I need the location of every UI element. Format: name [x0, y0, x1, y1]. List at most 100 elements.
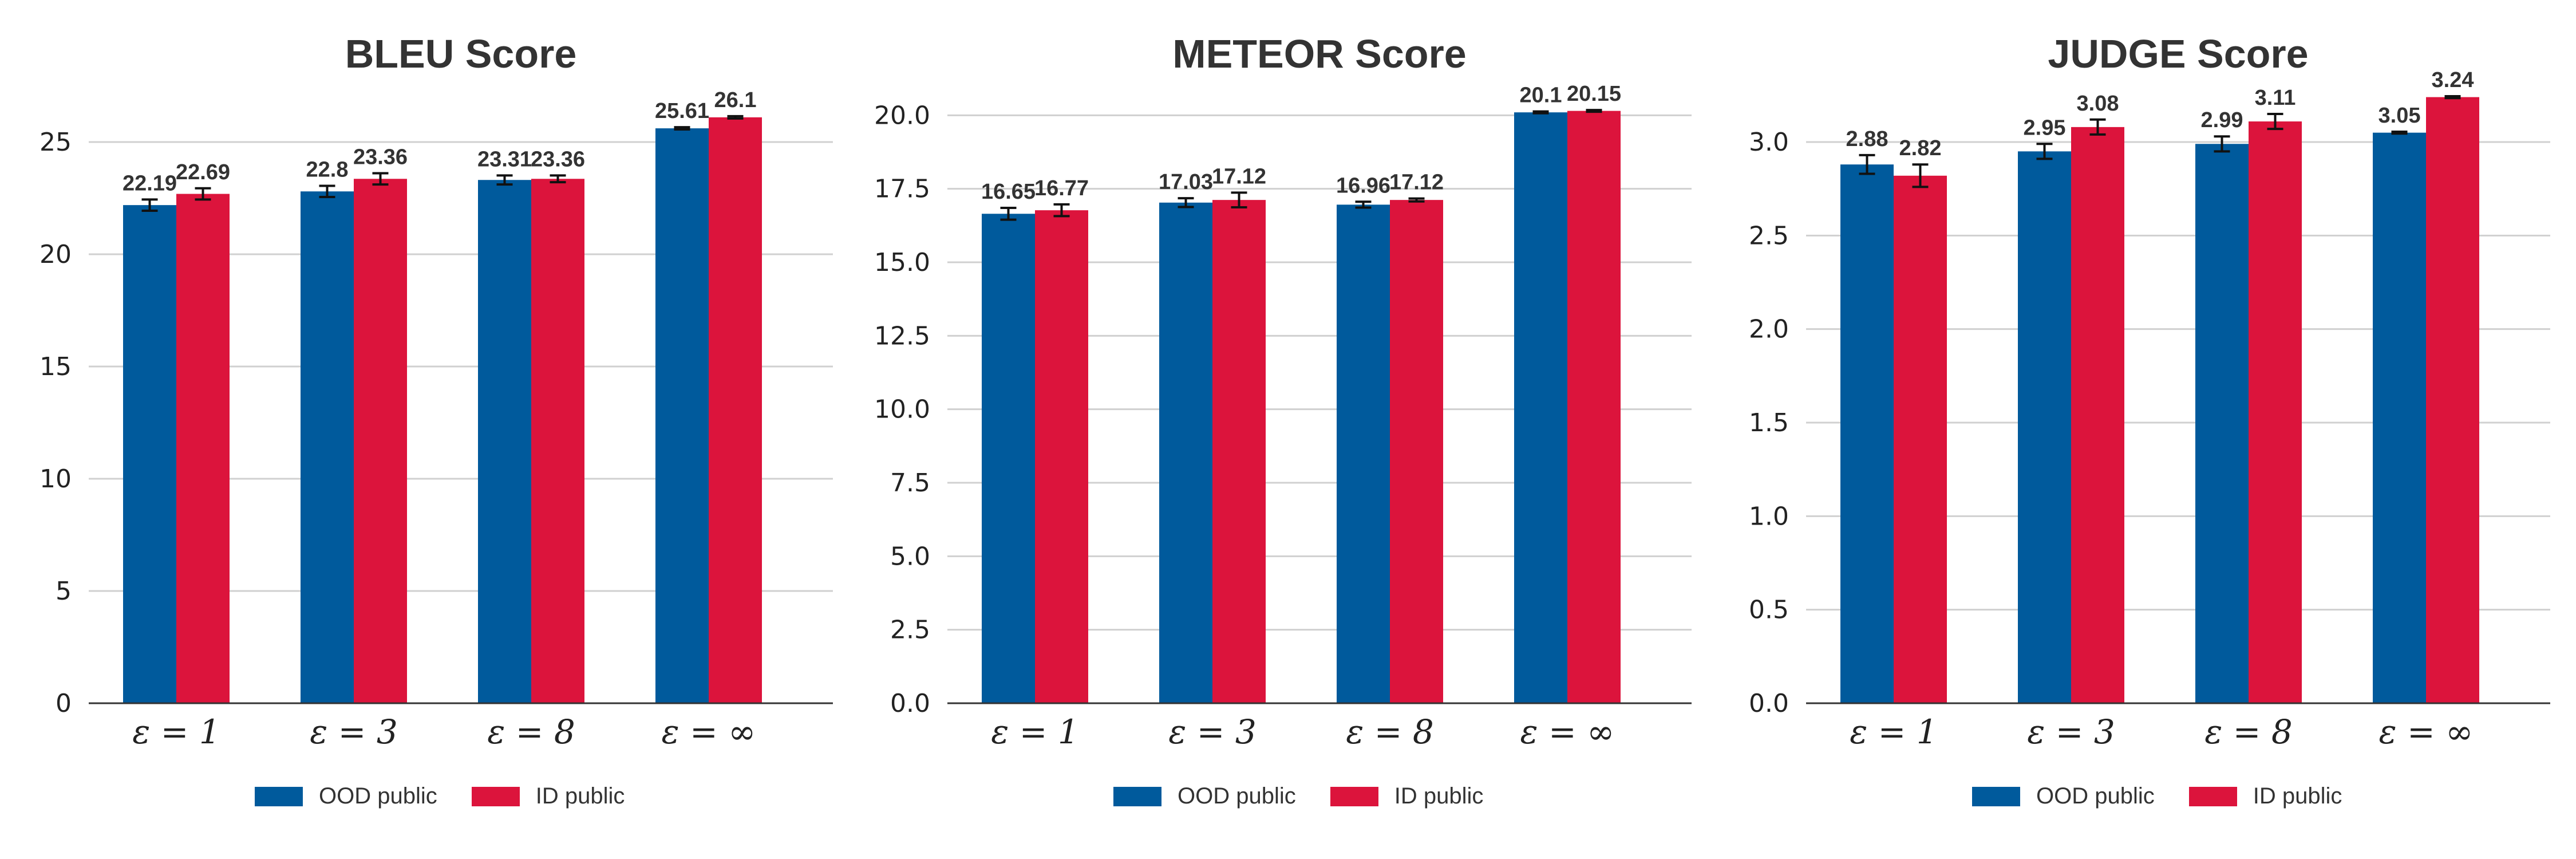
judge-chart: JUDGE Score 0.0 0.5 1.0 1.5 2.0 2.5 3.0 2.88 2.82… [1749, 31, 2550, 751]
y-tick-label: 17.5 [874, 175, 930, 204]
y-tick-label: 0.0 [1749, 689, 1789, 718]
bar-ood [2195, 144, 2249, 703]
legend-swatch-ood [1972, 786, 2020, 806]
y-tick-label: 2.5 [890, 616, 930, 645]
x-tick-label: ε = 8 [487, 712, 575, 751]
bar-id [354, 179, 407, 704]
legend-swatch-id [1330, 786, 1378, 806]
judge-legend: OOD public ID public [1972, 783, 2342, 809]
x-tick-label: ε = 8 [2204, 712, 2293, 751]
legend-item-id: ID public [2188, 783, 2342, 809]
x-tick-label: ε = 1 [1850, 712, 1938, 751]
bar-id [709, 117, 762, 703]
x-tick-label: ε = 3 [2027, 712, 2115, 751]
y-tick-label: 15 [39, 352, 72, 381]
bar-ood [478, 180, 531, 703]
x-tick-label: ε = 3 [1168, 712, 1257, 751]
judge-chart-title: JUDGE Score [2048, 31, 2308, 76]
legend-label-id: ID public [535, 783, 625, 809]
bar-ood [982, 214, 1035, 703]
data-label: 23.36 [531, 147, 585, 171]
bar-id [1212, 200, 1266, 703]
data-label: 22.69 [176, 160, 230, 184]
data-label: 25.61 [655, 99, 709, 123]
data-label: 17.12 [1212, 164, 1266, 188]
x-tick-label: ε = ∞ [662, 712, 756, 751]
bleu-chart-panel: BLEU Score 0 5 10 15 20 25 22.19 22.69 ε = 1 22.8 2… [0, 0, 859, 859]
data-label: 22.19 [123, 171, 177, 195]
y-tick-label: 20.0 [874, 101, 930, 130]
bar-ood [1840, 164, 1894, 703]
legend-label-ood: OOD public [1178, 783, 1296, 809]
bar-id [2071, 127, 2124, 703]
data-label: 3.24 [2432, 68, 2474, 92]
bar-ood [123, 205, 176, 704]
meteor-chart-panel: METEOR Score 0.0 2.5 5.0 7.5 10.0 12.5 15.0 17.5… [859, 0, 1717, 859]
data-label: 22.8 [306, 157, 349, 182]
meteor-legend: OOD public ID public [1113, 783, 1483, 809]
data-label: 23.36 [353, 145, 408, 169]
legend-item-ood: OOD public [1113, 783, 1296, 809]
x-tick-label: ε = ∞ [2379, 712, 2474, 751]
data-label: 16.77 [1034, 176, 1089, 200]
bar-id [531, 179, 584, 704]
data-label: 17.12 [1389, 171, 1444, 195]
data-label: 16.65 [981, 180, 1036, 204]
bar-ood [2018, 151, 2071, 703]
legend-label-id: ID public [2253, 783, 2342, 809]
data-label: 3.05 [2379, 104, 2421, 128]
legend-swatch-id [471, 786, 520, 806]
data-label: 26.1 [714, 88, 757, 112]
legend-item-ood: OOD public [1972, 783, 2155, 809]
bar-ood [301, 191, 354, 703]
data-label: 20.1 [1520, 84, 1562, 108]
legend-item-ood: OOD public [255, 783, 437, 809]
data-label: 16.96 [1336, 174, 1390, 198]
y-tick-label: 25 [39, 128, 72, 157]
y-tick-label: 1.0 [1749, 502, 1789, 531]
bar-ood [2373, 132, 2426, 703]
data-label: 3.08 [2077, 92, 2119, 116]
y-tick-label: 15.0 [874, 248, 930, 277]
y-tick-label: 10 [39, 464, 72, 494]
bar-id [2426, 97, 2479, 704]
bar-ood [1159, 202, 1212, 703]
y-tick-label: 5 [56, 577, 72, 606]
data-label: 2.88 [1846, 127, 1888, 151]
data-label: 17.03 [1159, 170, 1213, 194]
y-tick-label: 0.0 [890, 689, 930, 718]
bleu-legend: OOD public ID public [255, 783, 625, 809]
meteor-chart-title: METEOR Score [1172, 31, 1466, 76]
x-tick-label: ε = 1 [132, 712, 220, 751]
y-tick-label: 10.0 [874, 395, 930, 424]
legend-label-ood: OOD public [2036, 783, 2155, 809]
legend-swatch-ood [1113, 786, 1161, 806]
x-tick-label: ε = ∞ [1520, 712, 1615, 751]
bar-id [1567, 111, 1621, 704]
y-tick-label: 2.0 [1749, 315, 1789, 344]
bar-id [1390, 200, 1443, 703]
bar-ood [1337, 204, 1390, 703]
data-label: 2.99 [2201, 108, 2243, 132]
bleu-chart-title: BLEU Score [345, 31, 577, 76]
data-label: 23.31 [477, 147, 532, 171]
x-tick-label: ε = 8 [1346, 712, 1434, 751]
data-label: 2.82 [1899, 136, 1942, 160]
data-label: 3.11 [2255, 86, 2296, 110]
judge-chart-panel: JUDGE Score 0.0 0.5 1.0 1.5 2.0 2.5 3.0 2.88 2.82… [1717, 0, 2576, 859]
legend-swatch-id [2188, 786, 2237, 806]
y-tick-label: 7.5 [890, 468, 930, 498]
bar-ood [655, 128, 709, 703]
y-tick-label: 0 [56, 689, 72, 718]
bar-id [1894, 175, 1947, 703]
bar-id [1035, 210, 1088, 703]
y-tick-label: 5.0 [890, 542, 930, 571]
legend-label-id: ID public [1394, 783, 1484, 809]
y-tick-label: 1.5 [1749, 408, 1789, 438]
legend-item-id: ID public [1330, 783, 1484, 809]
y-tick-label: 12.5 [874, 321, 930, 350]
y-tick-label: 20 [39, 240, 72, 269]
y-tick-label: 3.0 [1749, 128, 1789, 157]
